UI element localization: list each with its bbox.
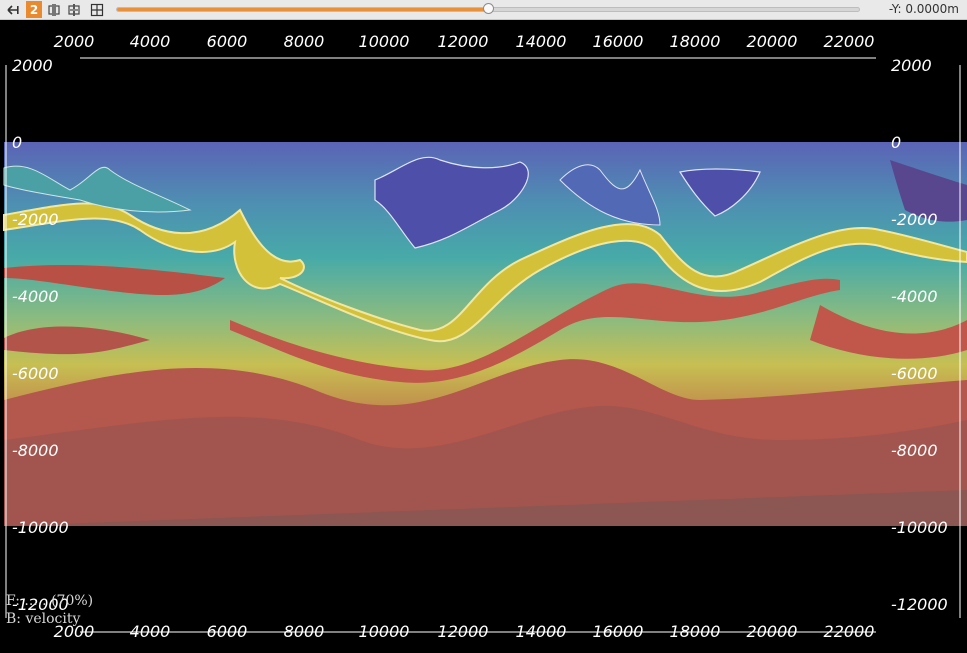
left-y-axis: 2000 0 -2000 -4000 -6000 -8000 -10000 -1…	[12, 56, 69, 614]
x-tick-top: 20000	[747, 32, 798, 51]
y-tick-right: -6000	[891, 364, 938, 383]
background-layer-label: B: velocity	[6, 611, 81, 627]
y-tick-right: -2000	[891, 210, 938, 229]
layer-select-icon[interactable]	[46, 2, 62, 17]
red-band-upper-left	[4, 265, 225, 296]
y-tick-left: 0	[12, 133, 22, 152]
x-tick-bottom: 20000	[747, 622, 798, 641]
x-tick-bottom: 10000	[359, 622, 410, 641]
deeper-layer	[4, 405, 967, 526]
seismic-view[interactable]: 2000 4000 6000 8000 10000 12000 14000 16…	[0, 20, 967, 653]
y-tick-right: 2000	[891, 56, 932, 75]
axis-frame	[5, 57, 961, 633]
x-tick-bottom: 8000	[284, 622, 325, 641]
x-tick-top: 6000	[207, 32, 248, 51]
low-velocity-body-2	[679, 168, 761, 217]
x-tick-top: 2000	[54, 32, 95, 51]
x-tick-top: 12000	[438, 32, 489, 51]
layer-split-icon[interactable]	[66, 2, 82, 17]
x-tick-top: 8000	[284, 32, 325, 51]
low-velocity-body-1	[374, 156, 529, 249]
x-tick-top: 14000	[516, 32, 567, 51]
x-tick-top: 18000	[670, 32, 721, 51]
right-y-axis: 2000 0 -2000 -4000 -6000 -8000 -10000 -1…	[891, 56, 948, 614]
shallow-folds	[559, 164, 661, 226]
shallow-lens	[3, 165, 192, 213]
red-horizon-middle	[230, 278, 840, 383]
x-tick-bottom: 6000	[207, 622, 248, 641]
x-tick-bottom: 18000	[670, 622, 721, 641]
x-tick-bottom: 22000	[824, 622, 875, 641]
foreground-layer-label: F: ..... (70%)	[6, 593, 94, 609]
x-tick-bottom: 4000	[130, 622, 171, 641]
view-number-badge[interactable]: 2	[26, 1, 42, 18]
bottom-x-axis: 2000 4000 6000 8000 10000 12000 14000 16…	[54, 622, 875, 641]
x-tick-top: 16000	[593, 32, 644, 51]
back-arrow-icon[interactable]	[4, 2, 22, 17]
y-tick-left: -8000	[12, 441, 59, 460]
y-tick-left: -2000	[12, 210, 59, 229]
basement-wedge	[4, 490, 967, 526]
y-coordinate-readout: -Y: 0.0000m	[888, 2, 959, 16]
y-tick-right: -4000	[891, 287, 938, 306]
red-horizon-right	[810, 305, 967, 359]
y-tick-right: -10000	[891, 518, 948, 537]
x-tick-bottom: 14000	[516, 622, 567, 641]
y-tick-right: -12000	[891, 595, 948, 614]
grid-icon[interactable]	[89, 2, 105, 17]
viewer-toolbar: 2 -Y: 0.0000m	[0, 0, 967, 20]
x-tick-bottom: 2000	[54, 622, 95, 641]
y-tick-left: -10000	[12, 518, 69, 537]
red-lens-left	[4, 326, 150, 355]
x-tick-top: 22000	[824, 32, 875, 51]
y-tick-left: -4000	[12, 287, 59, 306]
top-x-axis: 2000 4000 6000 8000 10000 12000 14000 16…	[54, 32, 875, 51]
y-tick-left: -6000	[12, 364, 59, 383]
yellow-horizon	[3, 202, 967, 343]
x-tick-bottom: 12000	[438, 622, 489, 641]
y-tick-left: -12000	[12, 595, 69, 614]
x-tick-top: 10000	[359, 32, 410, 51]
x-tick-bottom: 16000	[593, 622, 644, 641]
time-slider[interactable]	[116, 3, 860, 14]
low-velocity-body-3	[890, 160, 967, 222]
y-tick-left: 2000	[12, 56, 53, 75]
y-tick-right: 0	[891, 133, 901, 152]
velocity-section	[3, 142, 967, 526]
slider-handle[interactable]	[483, 3, 494, 14]
slider-fill	[117, 8, 488, 11]
y-tick-right: -8000	[891, 441, 938, 460]
x-tick-top: 4000	[130, 32, 171, 51]
